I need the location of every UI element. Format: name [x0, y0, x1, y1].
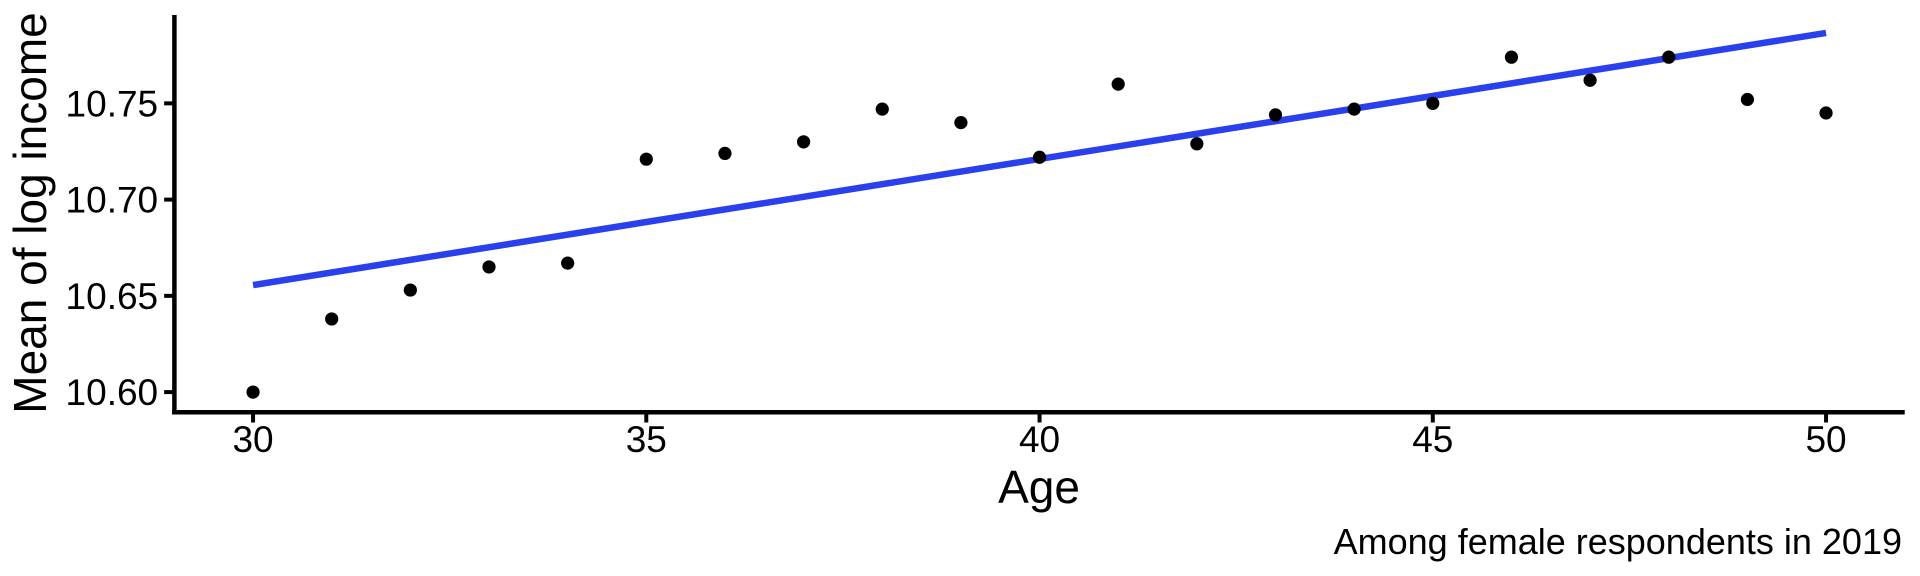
- data-point: [1583, 73, 1597, 87]
- y-tick-label: 10.70: [66, 180, 159, 221]
- x-tick-label: 35: [626, 419, 667, 460]
- data-point: [954, 116, 968, 130]
- data-point: [1740, 92, 1754, 107]
- data-point: [1819, 106, 1833, 120]
- data-point: [1032, 150, 1047, 164]
- data-point: [1504, 50, 1519, 64]
- data-point: [1426, 96, 1440, 110]
- data-point: [403, 283, 417, 297]
- data-point: [639, 152, 653, 166]
- y-tick-label: 10.60: [66, 372, 159, 413]
- data-point: [797, 135, 811, 149]
- data-point: [246, 385, 260, 399]
- data-point: [482, 260, 496, 274]
- data-point: [1347, 102, 1361, 116]
- data-point: [1190, 137, 1204, 151]
- x-tick-label: 40: [1019, 419, 1060, 460]
- x-tick-label: 50: [1805, 419, 1846, 460]
- figure-caption: Among female respondents in 2019: [1333, 521, 1902, 562]
- x-tick-label: 45: [1412, 419, 1453, 460]
- x-axis-title: Age: [998, 461, 1080, 513]
- data-point: [718, 146, 732, 161]
- data-point: [875, 102, 889, 116]
- data-point: [1662, 50, 1676, 64]
- data-point: [1268, 108, 1283, 122]
- data-point: [325, 312, 339, 326]
- y-axis-title: Mean of log income: [4, 12, 56, 414]
- y-tick-label: 10.75: [66, 83, 159, 124]
- x-tick-label: 30: [232, 419, 273, 460]
- data-point: [1111, 77, 1125, 91]
- data-point: [561, 256, 575, 270]
- y-tick-label: 10.65: [66, 276, 159, 317]
